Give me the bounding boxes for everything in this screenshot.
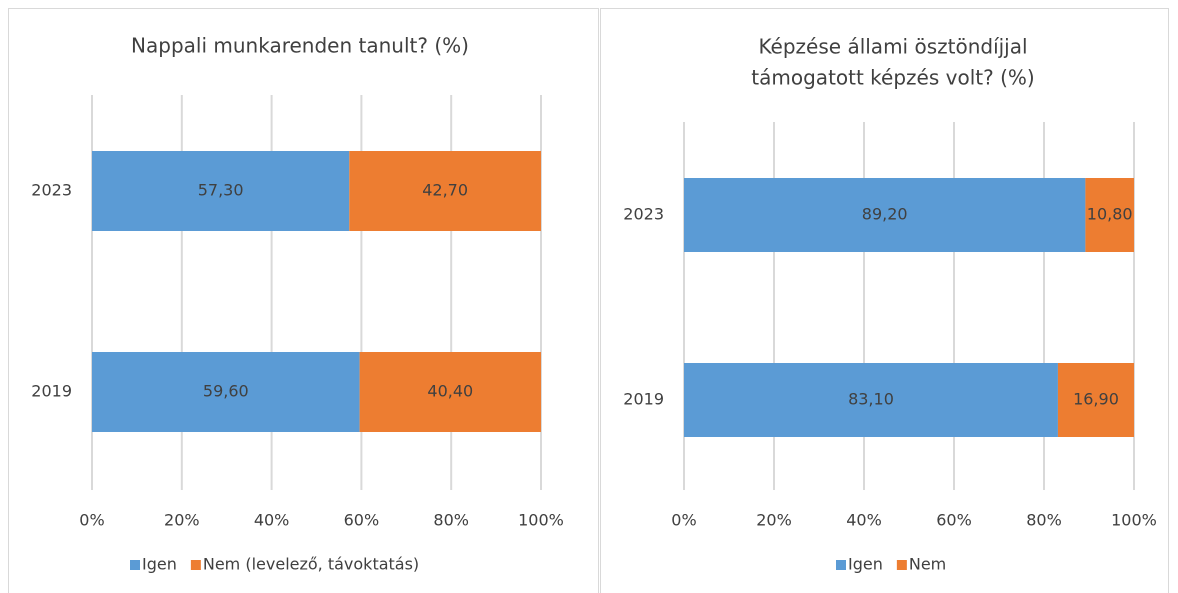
x-tick-label: 0% (79, 511, 104, 530)
bar-segment (1057, 363, 1134, 437)
y-tick-label: 2023 (623, 205, 664, 224)
bar-segment (684, 178, 1086, 252)
x-tick-label: 40% (846, 511, 882, 530)
legend-swatch (836, 560, 846, 570)
legend-label: Nem (909, 555, 946, 574)
x-tick-label: 80% (1026, 511, 1062, 530)
chart-title: támogatott képzés volt? (%) (751, 66, 1034, 90)
y-tick-label: 2019 (31, 382, 72, 401)
legend-label: Nem (levelező, távoktatás) (203, 555, 419, 574)
data-label: 83,10 (848, 390, 894, 409)
y-tick-label: 2019 (623, 390, 664, 409)
data-label: 16,90 (1073, 390, 1119, 409)
x-tick-label: 60% (936, 511, 972, 530)
y-tick-label: 2023 (31, 181, 72, 200)
x-tick-label: 100% (518, 511, 564, 530)
x-tick-label: 100% (1111, 511, 1157, 530)
chart-title: Képzése állami ösztöndíjjal (758, 35, 1027, 59)
legend-label: Igen (848, 555, 883, 574)
data-label: 40,40 (427, 382, 473, 401)
bar-segment (92, 151, 350, 231)
bar-segment (92, 352, 360, 432)
panel-border (8, 8, 599, 593)
bar-segment (1085, 178, 1134, 252)
data-label: 57,30 (198, 181, 244, 200)
chart-title: Nappali munkarenden tanult? (%) (131, 34, 469, 58)
data-label: 59,60 (203, 382, 249, 401)
data-label: 10,80 (1087, 205, 1133, 224)
data-label: 42,70 (422, 181, 468, 200)
panel-border (600, 8, 1169, 593)
x-tick-label: 20% (164, 511, 200, 530)
x-tick-label: 60% (344, 511, 380, 530)
bar-segment (359, 352, 541, 432)
x-tick-label: 0% (671, 511, 696, 530)
x-tick-label: 40% (254, 511, 290, 530)
legend-label: Igen (142, 555, 177, 574)
x-tick-label: 80% (433, 511, 469, 530)
legend-swatch (896, 560, 907, 570)
bar-segment (684, 363, 1058, 437)
legend-swatch (130, 560, 140, 570)
data-label: 89,20 (862, 205, 908, 224)
x-tick-label: 20% (756, 511, 792, 530)
bar-segment (349, 151, 541, 231)
legend-swatch (190, 560, 201, 570)
